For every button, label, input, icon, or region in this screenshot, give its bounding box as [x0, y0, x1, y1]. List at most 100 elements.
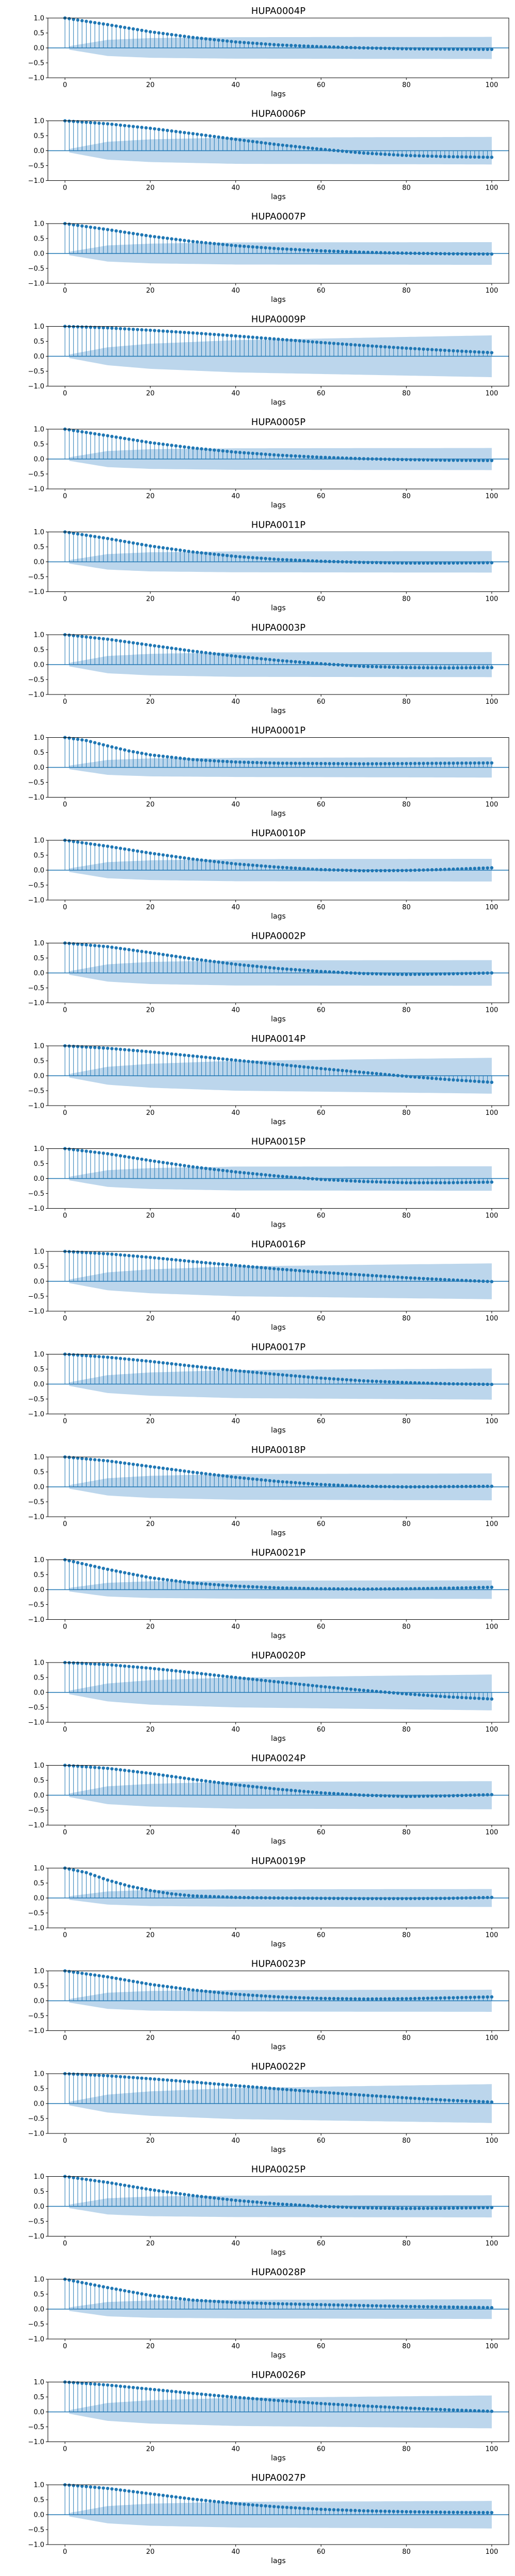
acf-marker — [383, 665, 387, 669]
acf-marker — [127, 749, 131, 753]
acf-marker — [306, 867, 310, 871]
acf-marker — [195, 1671, 199, 1675]
acf-marker — [460, 666, 464, 670]
acf-marker — [89, 1251, 93, 1255]
acf-marker — [349, 1896, 353, 1901]
acf-marker — [323, 148, 327, 151]
acf-marker — [298, 761, 302, 765]
acf-marker — [392, 346, 396, 349]
x-tick-label: 100 — [485, 1109, 498, 1117]
acf-marker — [140, 1770, 144, 1774]
acf-marker — [93, 226, 97, 230]
acf-marker — [460, 1485, 464, 1488]
acf-marker — [157, 1257, 161, 1260]
acf-marker — [383, 345, 387, 349]
acf-marker — [131, 1572, 135, 1577]
acf-marker — [383, 561, 387, 565]
x-tick-label: 0 — [63, 1520, 67, 1528]
acf-marker — [422, 1996, 425, 2000]
acf-marker — [357, 2093, 362, 2097]
acf-marker — [131, 2185, 135, 2189]
acf-marker — [456, 761, 459, 765]
acf-marker — [208, 134, 212, 138]
acf-marker — [260, 1266, 263, 1269]
acf-marker — [443, 1694, 447, 1699]
acf-marker — [383, 1794, 387, 1798]
acf-marker — [277, 1896, 280, 1900]
acf-marker — [238, 655, 242, 658]
acf-marker — [84, 1972, 88, 1976]
acf-marker — [165, 1668, 169, 1672]
acf-marker — [144, 1158, 148, 1162]
acf-marker — [439, 47, 442, 51]
x-tick-label: 100 — [485, 1007, 498, 1014]
acf-marker — [191, 957, 195, 961]
acf-marker — [298, 1064, 302, 1069]
acf-marker — [131, 750, 135, 754]
acf-marker — [349, 1070, 353, 1073]
acf-marker — [430, 1996, 434, 2000]
acf-marker — [135, 2185, 140, 2190]
acf-marker — [306, 661, 310, 665]
acf-marker — [225, 1058, 229, 1061]
x-axis-label: lags — [271, 399, 286, 407]
x-tick-label: 40 — [231, 81, 240, 89]
acf-marker — [289, 1064, 293, 1067]
acf-marker — [426, 1794, 430, 1798]
acf-marker — [456, 47, 459, 51]
acf-marker — [392, 869, 396, 872]
acf-marker — [387, 1690, 391, 1694]
acf-marker — [490, 1995, 494, 1999]
acf-marker — [255, 863, 259, 868]
acf-marker — [353, 2206, 357, 2210]
acf-marker — [174, 238, 178, 241]
acf-marker — [84, 1354, 88, 1358]
panel-title: HUPA0021P — [251, 1548, 306, 1558]
acf-marker — [268, 42, 272, 46]
x-tick-label: 100 — [485, 2137, 498, 2145]
acf-marker — [225, 554, 229, 557]
acf-marker — [247, 863, 250, 867]
y-tick-label: 0.5 — [33, 1571, 44, 1579]
acf-marker — [332, 663, 336, 667]
acf-marker — [464, 666, 468, 670]
acf-marker — [225, 1991, 229, 1995]
acf-marker — [89, 1458, 93, 1461]
acf-marker — [370, 2094, 374, 2098]
acf-marker — [221, 2197, 225, 2201]
acf-marker — [336, 456, 340, 460]
x-tick-label: 20 — [146, 1007, 155, 1014]
acf-marker — [387, 761, 391, 766]
acf-marker — [439, 1694, 442, 1698]
y-tick-label: 1.0 — [33, 1351, 44, 1359]
acf-marker — [268, 453, 272, 456]
acf-marker — [140, 1887, 144, 1891]
acf-marker — [140, 1049, 144, 1053]
acf-marker — [473, 1793, 476, 1797]
acf-marker — [353, 1378, 357, 1382]
acf-marker — [182, 1259, 186, 1263]
acf-marker — [234, 760, 237, 764]
y-tick-label: 1.0 — [33, 1968, 44, 1975]
acf-marker — [430, 1381, 434, 1385]
acf-marker — [106, 744, 110, 748]
acf-marker — [255, 1172, 259, 1176]
acf-marker — [264, 761, 267, 765]
acf-marker — [123, 230, 127, 234]
acf-marker — [357, 1070, 362, 1074]
acf-marker — [328, 1896, 332, 1900]
acf-marker — [127, 640, 131, 644]
acf-marker — [221, 860, 225, 865]
acf-marker — [76, 325, 80, 329]
acf-marker — [490, 1080, 494, 1084]
acf-marker — [379, 1794, 383, 1798]
acf-marker — [413, 761, 417, 766]
acf-marker — [323, 761, 327, 766]
acf-marker — [144, 1255, 148, 1259]
acf-marker — [174, 647, 178, 651]
acf-marker — [165, 1774, 169, 1777]
acf-marker — [311, 1587, 314, 1590]
acf-marker — [319, 662, 323, 666]
acf-marker — [264, 141, 267, 145]
x-tick-label: 40 — [231, 801, 240, 809]
